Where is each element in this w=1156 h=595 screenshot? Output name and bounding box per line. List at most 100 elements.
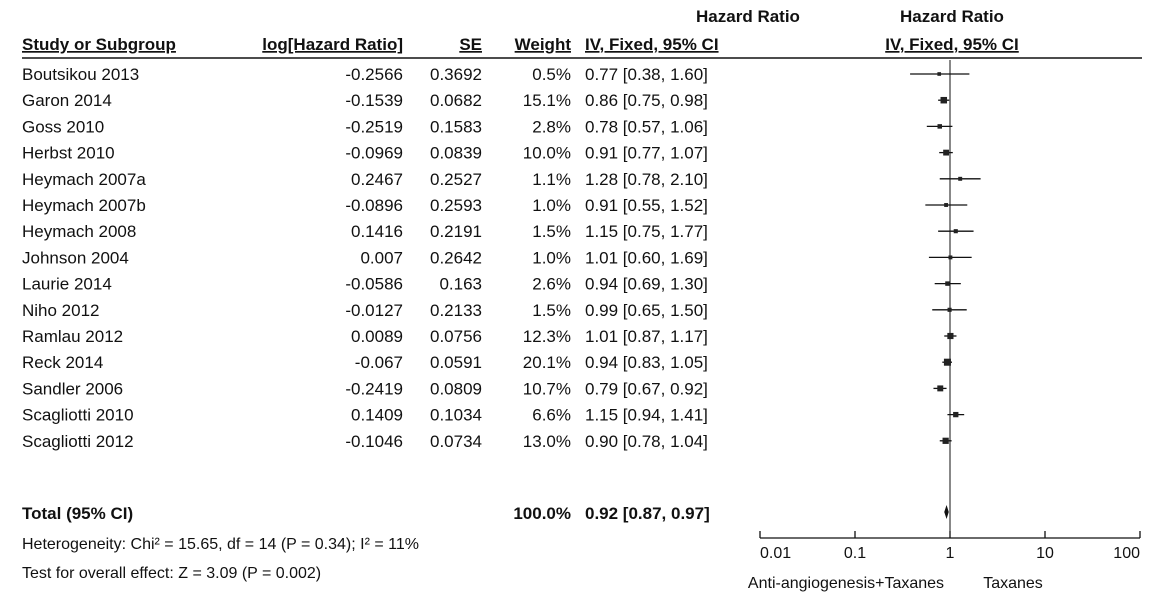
study-estimate-marker	[948, 255, 953, 260]
total-weight: 100.0%	[513, 504, 571, 523]
study-loghr: -0.0127	[345, 301, 403, 320]
study-name: Laurie 2014	[22, 275, 112, 294]
study-ci: 0.94 [0.69, 1.30]	[585, 275, 708, 294]
study-weight: 1.0%	[532, 196, 571, 215]
study-name: Johnson 2004	[22, 248, 129, 267]
favours-left-label: Anti-angiogenesis+Taxanes	[748, 575, 944, 592]
study-weight: 15.1%	[523, 91, 571, 110]
x-tick-label: 0.1	[844, 545, 866, 562]
study-name: Ramlau 2012	[22, 327, 123, 346]
study-estimate-marker	[945, 281, 950, 286]
study-se: 0.2133	[430, 301, 482, 320]
study-se: 0.2642	[430, 248, 482, 267]
study-se: 0.2191	[430, 222, 482, 241]
study-loghr: -0.0896	[345, 196, 403, 215]
favours-right-label: Taxanes	[983, 575, 1043, 592]
study-ci: 0.79 [0.67, 0.92]	[585, 379, 708, 398]
study-weight: 1.5%	[532, 301, 571, 320]
study-ci: 0.86 [0.75, 0.98]	[585, 91, 708, 110]
study-loghr: 0.1409	[351, 406, 403, 425]
x-tick-label: 10	[1036, 545, 1054, 562]
study-weight: 12.3%	[523, 327, 571, 346]
study-estimate-marker	[953, 411, 959, 418]
study-weight: 2.6%	[532, 275, 571, 294]
study-name: Heymach 2008	[22, 222, 136, 241]
study-estimate-marker	[953, 229, 958, 234]
study-estimate-marker	[942, 437, 949, 444]
study-ci: 1.28 [0.78, 2.10]	[585, 170, 708, 189]
weight-column-header: Weight	[515, 35, 572, 54]
study-name: Scagliotti 2010	[22, 406, 134, 425]
study-name: Heymach 2007b	[22, 196, 146, 215]
study-ci: 1.15 [0.75, 1.77]	[585, 222, 708, 241]
study-loghr: 0.0089	[351, 327, 403, 346]
study-ci: 1.01 [0.87, 1.17]	[585, 327, 708, 346]
study-loghr: -0.067	[355, 353, 403, 372]
table-row: Goss 2010 -0.2519 0.1583 2.8% 0.78 [0.57, 1.…	[22, 117, 708, 136]
study-ci: 0.99 [0.65, 1.50]	[585, 301, 708, 320]
study-name: Niho 2012	[22, 301, 100, 320]
hr-ci-column-header: IV, Fixed, 95% CI	[585, 35, 719, 54]
study-loghr: 0.1416	[351, 222, 403, 241]
heterogeneity-text: Heterogeneity: Chi² = 15.65, df = 14 (P …	[22, 536, 419, 553]
study-rows: Boutsikou 2013 -0.2566 0.3692 0.5% 0.77 [0.3…	[22, 65, 708, 451]
study-loghr: -0.1046	[345, 432, 403, 451]
study-se: 0.2593	[430, 196, 482, 215]
study-weight: 1.1%	[532, 170, 571, 189]
study-estimate-marker	[947, 307, 952, 312]
study-loghr: -0.2419	[345, 379, 403, 398]
plot-ci-column-header: IV, Fixed, 95% CI	[885, 35, 1019, 54]
table-row: Laurie 2014 -0.0586 0.163 2.6% 0.94 [0.69, 1…	[22, 275, 708, 294]
table-row: Heymach 2008 0.1416 0.2191 1.5% 1.15 [0.75, …	[22, 222, 708, 241]
study-ci: 0.90 [0.78, 1.04]	[585, 432, 708, 451]
table-row: Heymach 2007a 0.2467 0.2527 1.1% 1.28 [0.78,…	[22, 170, 708, 189]
study-estimate-marker	[937, 124, 943, 129]
x-tick-label: 1	[946, 545, 955, 562]
study-weight: 13.0%	[523, 432, 571, 451]
study-weight: 20.1%	[523, 353, 571, 372]
study-name: Reck 2014	[22, 353, 103, 372]
study-se: 0.2527	[430, 170, 482, 189]
study-name: Goss 2010	[22, 117, 104, 136]
pooled-diamond	[944, 505, 949, 519]
table-row: Scagliotti 2010 0.1409 0.1034 6.6% 1.15 [0.9…	[22, 406, 708, 425]
table-row: Garon 2014 -0.1539 0.0682 15.1% 0.86 [0.75, …	[22, 91, 708, 110]
table-row: Sandler 2006 -0.2419 0.0809 10.7% 0.79 [0.67…	[22, 379, 708, 398]
study-loghr: -0.1539	[345, 91, 403, 110]
study-ci: 0.78 [0.57, 1.06]	[585, 117, 708, 136]
study-loghr: -0.0969	[345, 144, 403, 163]
table-row: Herbst 2010 -0.0969 0.0839 10.0% 0.91 [0.77,…	[22, 144, 708, 163]
study-ci: 1.01 [0.60, 1.69]	[585, 248, 708, 267]
study-weight: 1.0%	[532, 248, 571, 267]
study-estimate-marker	[958, 176, 963, 181]
study-loghr: -0.2519	[345, 117, 403, 136]
study-name: Herbst 2010	[22, 144, 115, 163]
study-estimate-marker	[947, 332, 954, 340]
x-tick-label: 0.01	[760, 545, 791, 562]
study-ci: 0.94 [0.83, 1.05]	[585, 353, 708, 372]
table-row: Boutsikou 2013 -0.2566 0.3692 0.5% 0.77 [0.3…	[22, 65, 708, 84]
overall-effect-text: Test for overall effect: Z = 3.09 (P = 0…	[22, 565, 321, 582]
study-weight: 0.5%	[532, 65, 571, 84]
study-ci: 0.77 [0.38, 1.60]	[585, 65, 708, 84]
study-estimate-marker	[937, 72, 942, 76]
table-row: Johnson 2004 0.007 0.2642 1.0% 1.01 [0.60, 1…	[22, 248, 708, 267]
loghr-column-header: log[Hazard Ratio]	[262, 35, 403, 54]
study-se: 0.0591	[430, 353, 482, 372]
study-estimate-marker	[943, 149, 950, 156]
study-estimate-marker	[937, 385, 944, 392]
study-estimate-marker	[940, 96, 948, 104]
study-ci: 0.91 [0.55, 1.52]	[585, 196, 708, 215]
study-se: 0.163	[439, 275, 482, 294]
study-se: 0.0839	[430, 144, 482, 163]
study-ci: 0.91 [0.77, 1.07]	[585, 144, 708, 163]
study-name: Scagliotti 2012	[22, 432, 134, 451]
study-name: Garon 2014	[22, 91, 112, 110]
table-row: Heymach 2007b -0.0896 0.2593 1.0% 0.91 [0.55…	[22, 196, 708, 215]
study-column-header: Study or Subgroup	[22, 35, 176, 54]
study-weight: 6.6%	[532, 406, 571, 425]
study-se: 0.1583	[430, 117, 482, 136]
study-loghr: -0.2566	[345, 65, 403, 84]
study-se: 0.1034	[430, 406, 482, 425]
